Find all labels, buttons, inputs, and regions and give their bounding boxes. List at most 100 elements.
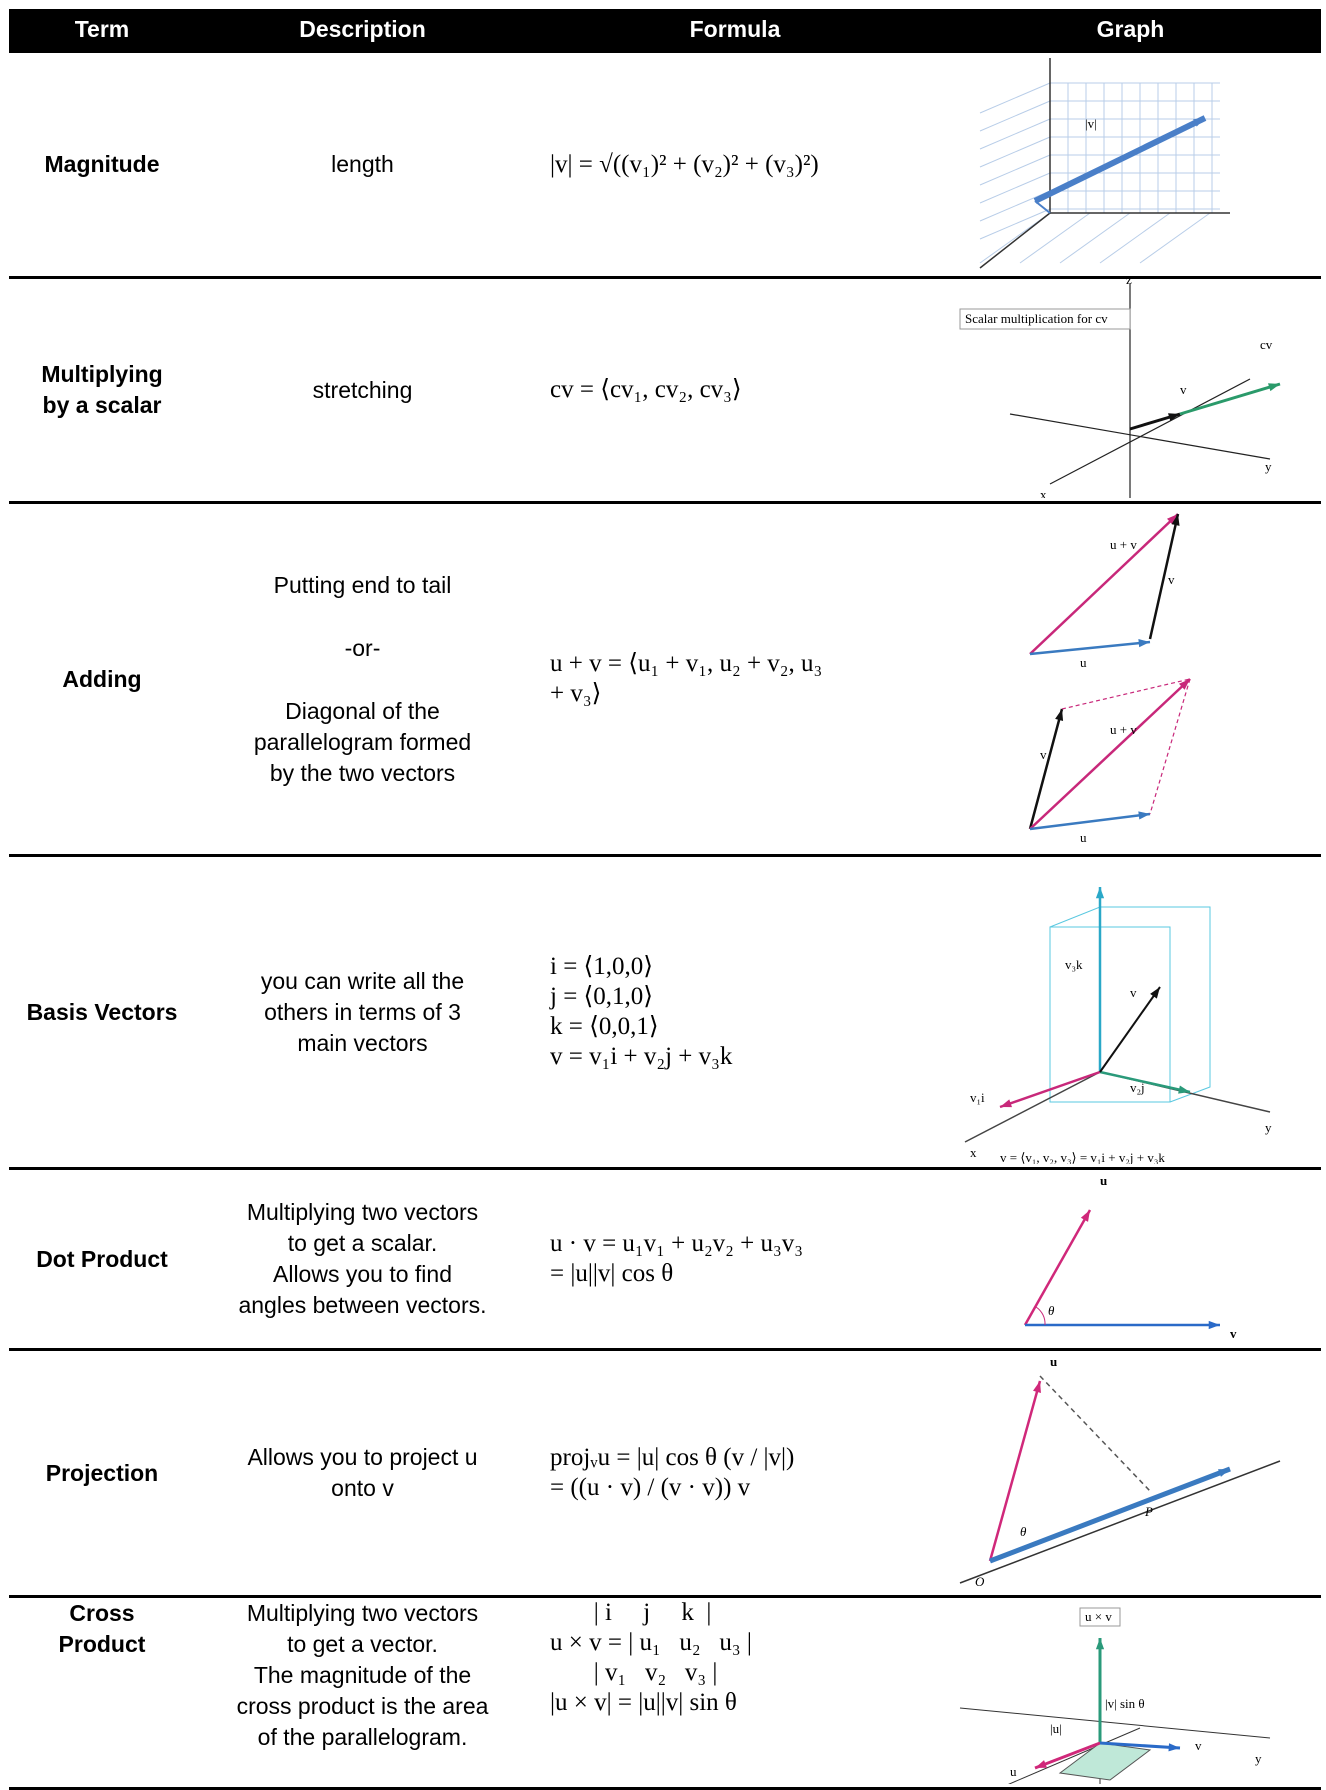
description-paragraph: stretching bbox=[195, 375, 530, 406]
table-row: AddingPutting end to tail-or-Diagonal of… bbox=[9, 503, 1321, 856]
description-line: Multiplying two vectors bbox=[195, 1598, 530, 1629]
description-line: length bbox=[195, 149, 530, 180]
graph-label: u + v bbox=[1110, 722, 1137, 737]
graph-label: y bbox=[1255, 1751, 1262, 1766]
graph-label: v = ⟨v₁, v₂, v₃⟩ = v₁i + v₂j + v₃k bbox=[1000, 1150, 1165, 1164]
graph-label: x bbox=[1040, 487, 1047, 498]
description-line: Allows you to project u bbox=[195, 1442, 530, 1473]
description-line: Allows you to find bbox=[195, 1259, 530, 1290]
graph-label: v bbox=[1040, 747, 1047, 762]
graph-line bbox=[980, 213, 1050, 268]
graph-line bbox=[1035, 201, 1050, 213]
formula-line: v = v₁i + v₂j + v₃k bbox=[550, 1042, 940, 1072]
box bbox=[1050, 927, 1170, 1102]
graph-line bbox=[980, 101, 1050, 131]
arrow-head bbox=[1000, 1099, 1012, 1107]
graph-label: |u| bbox=[1050, 1721, 1062, 1736]
formula-cell: u + v = ⟨u₁ + v₁, u₂ + v₂, u₃+ v₃⟩ bbox=[530, 503, 940, 856]
graph-label: u bbox=[1050, 1354, 1057, 1369]
table-row: ProjectionAllows you to project uonto vp… bbox=[9, 1350, 1321, 1597]
description-paragraph: you can write all theothers in terms of … bbox=[195, 966, 530, 1059]
arrow-head bbox=[1081, 1210, 1090, 1222]
graph-line bbox=[1030, 514, 1178, 654]
description-line: you can write all the bbox=[195, 966, 530, 997]
description-line: parallelogram formed bbox=[195, 727, 530, 758]
description-cell: length bbox=[195, 52, 530, 278]
graph-label: cv bbox=[1260, 337, 1273, 352]
table-row: CrossProductMultiplying two vectorsto ge… bbox=[9, 1597, 1321, 1789]
formula-line: |v| = √((v₁)² + (v₂)² + (v₃)²) bbox=[550, 150, 940, 180]
graph-line bbox=[1020, 213, 1090, 263]
graph-cell: Scalar multiplication for cvcvvxyz bbox=[940, 278, 1321, 503]
formula-cell: |v| = √((v₁)² + (v₂)² + (v₃)²) bbox=[530, 52, 940, 278]
term-line: Cross bbox=[9, 1598, 195, 1629]
description-line: to get a scalar. bbox=[195, 1228, 530, 1259]
graph-line bbox=[1100, 213, 1170, 263]
graph: |v| bbox=[940, 53, 1321, 273]
header-cell: Term bbox=[9, 9, 195, 52]
formula-line: + v₃⟩ bbox=[550, 679, 940, 709]
header-cell: Formula bbox=[530, 9, 940, 52]
formula-line: i = ⟨1,0,0⟩ bbox=[550, 952, 940, 982]
graph-line bbox=[1180, 384, 1280, 414]
formula-line: cv = ⟨cv₁, cv₂, cv₃⟩ bbox=[550, 375, 940, 405]
graph-line bbox=[960, 1708, 1270, 1738]
graph: u × v|u||v| sin θuvyx bbox=[940, 1598, 1321, 1784]
graph-label: y bbox=[1265, 459, 1272, 474]
formula-line: u + v = ⟨u₁ + v₁, u₂ + v₂, u₃ bbox=[550, 649, 940, 679]
graph-label: v bbox=[1130, 985, 1137, 1000]
term-cell: Dot Product bbox=[9, 1169, 195, 1350]
term-cell: Basis Vectors bbox=[9, 856, 195, 1169]
graph: uθv bbox=[940, 1170, 1321, 1345]
description-paragraph: Putting end to tail bbox=[195, 570, 530, 601]
graph-label: x bbox=[985, 1778, 992, 1784]
graph-label: θ bbox=[1048, 1303, 1055, 1318]
graph-line bbox=[1050, 379, 1250, 484]
arrow-head bbox=[1168, 1743, 1180, 1751]
graph-line bbox=[980, 155, 1050, 185]
graph-line bbox=[965, 1072, 1100, 1142]
graph-line bbox=[980, 83, 1050, 113]
description-line: main vectors bbox=[195, 1028, 530, 1059]
term-line: Dot Product bbox=[9, 1244, 195, 1275]
table-row: Basis Vectorsyou can write all theothers… bbox=[9, 856, 1321, 1169]
graph-label: u + v bbox=[1110, 537, 1137, 552]
graph-line bbox=[1140, 213, 1210, 263]
graph-label: v bbox=[1230, 1326, 1237, 1341]
graph-line bbox=[990, 1469, 1230, 1561]
description-line: Diagonal of the bbox=[195, 696, 530, 727]
description-line: stretching bbox=[195, 375, 530, 406]
header-cell: Description bbox=[195, 9, 530, 52]
term-line: by a scalar bbox=[9, 390, 195, 421]
description-line: of the parallelogram. bbox=[195, 1722, 530, 1753]
description-paragraph: Diagonal of theparallelogram formedby th… bbox=[195, 696, 530, 789]
formula-line: | v₁ v₂ v₃ | bbox=[550, 1658, 940, 1688]
graph-line bbox=[1025, 1210, 1090, 1325]
arrow-head bbox=[1209, 1321, 1220, 1329]
term-cell: Magnitude bbox=[9, 52, 195, 278]
description-paragraph: length bbox=[195, 149, 530, 180]
formula-cell: | i j k |u × v = | u₁ u₂ u₃ | | v₁ v₂ v₃… bbox=[530, 1597, 940, 1789]
description-line: cross product is the area bbox=[195, 1691, 530, 1722]
description-line: others in terms of 3 bbox=[195, 997, 530, 1028]
arrow-head bbox=[1035, 1760, 1047, 1768]
graph-label: v₂j bbox=[1130, 1080, 1145, 1095]
term-cell: Projection bbox=[9, 1350, 195, 1597]
description-line: The magnitude of the bbox=[195, 1660, 530, 1691]
term-line: Magnitude bbox=[9, 149, 195, 180]
graph-label: v₁i bbox=[970, 1090, 985, 1105]
formula-line: u × v = | u₁ u₂ u₃ | bbox=[550, 1628, 940, 1658]
description-line: angles between vectors. bbox=[195, 1290, 530, 1321]
graph-label: u bbox=[1080, 830, 1087, 845]
